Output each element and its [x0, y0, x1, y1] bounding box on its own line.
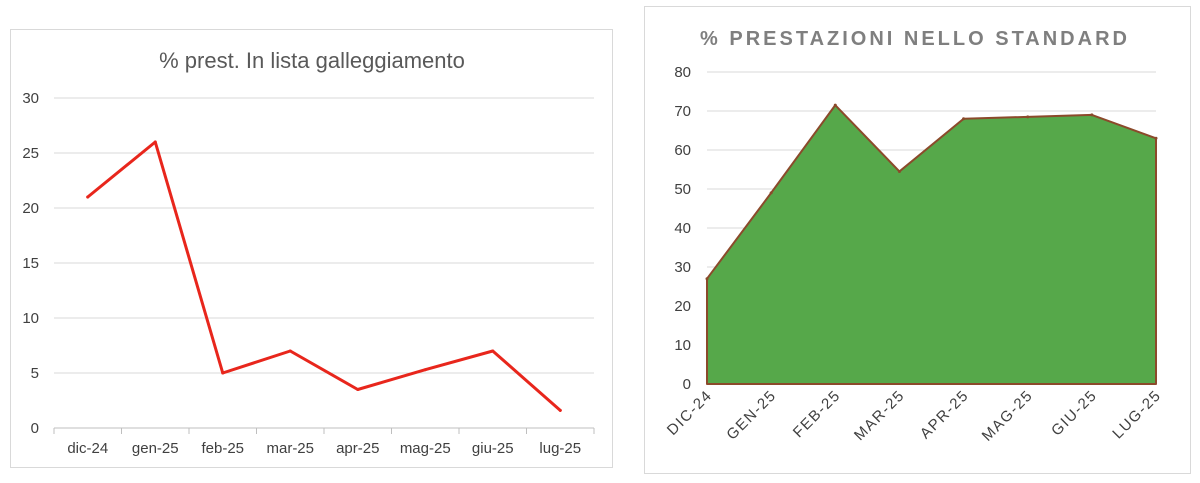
data-point: [288, 349, 292, 353]
y-tick-label: 0: [31, 420, 39, 437]
y-tick-label: 30: [674, 259, 691, 276]
data-point: [153, 140, 157, 144]
data-point: [962, 117, 966, 121]
x-tick-label: DIC-24: [664, 387, 716, 439]
data-point: [356, 388, 360, 391]
x-tick-label: LUG-25: [1109, 387, 1165, 443]
data-point: [86, 195, 90, 199]
data-point: [1090, 113, 1094, 117]
data-point: [221, 371, 225, 375]
y-tick-label: 10: [674, 337, 691, 354]
x-tick-label: feb-25: [201, 440, 244, 457]
y-tick-label: 20: [22, 200, 39, 217]
x-tick-label: gen-25: [132, 440, 179, 457]
y-tick-label: 60: [674, 142, 691, 159]
y-tick-label: 80: [674, 64, 691, 81]
data-point: [1026, 115, 1030, 119]
x-tick-label: giu-25: [472, 440, 514, 457]
y-tick-label: 5: [31, 365, 39, 382]
y-tick-label: 70: [674, 103, 691, 120]
data-point: [491, 349, 495, 353]
x-tick-label: dic-24: [67, 440, 108, 457]
y-tick-label: 25: [22, 145, 39, 162]
chart-title: % PRESTAZIONI NELLO STANDARD: [700, 28, 1130, 50]
chart-panel-right: % PRESTAZIONI NELLO STANDARD 0 10 20 30 40 50…: [644, 6, 1191, 474]
x-tick-label: GEN-25: [723, 387, 780, 444]
data-point: [1154, 136, 1158, 140]
x-tick-label: MAR-25: [851, 387, 908, 444]
data-point: [897, 169, 901, 173]
line-chart: % prest. In lista galleggiamento 0 5 10 15 2…: [22, 48, 595, 457]
x-tick-label: mag-25: [400, 440, 451, 457]
x-tick-label: MAG-25: [979, 387, 1037, 445]
area-chart: % PRESTAZIONI NELLO STANDARD 0 10 20 30 40 50…: [664, 28, 1165, 445]
x-tick-label: mar-25: [266, 440, 314, 457]
x-tick-label: GIU-25: [1048, 387, 1101, 440]
y-tick-label: 50: [674, 181, 691, 198]
y-tick-label: 15: [22, 255, 39, 272]
y-tick-label: 0: [683, 376, 691, 393]
x-tick-label: FEB-25: [790, 387, 844, 441]
data-point: [769, 191, 773, 195]
series-line: [86, 140, 562, 412]
data-point: [423, 368, 427, 372]
y-tick-label: 40: [674, 220, 691, 237]
chart-title: % prest. In lista galleggiamento: [159, 48, 465, 73]
y-tick-label: 30: [22, 90, 39, 107]
chart-panel-left: % prest. In lista galleggiamento 0 5 10 15 2…: [10, 29, 613, 468]
series-area: [706, 104, 1157, 385]
x-tick-label: apr-25: [336, 440, 379, 457]
x-tick-label: APR-25: [917, 387, 973, 443]
y-tick-label: 10: [22, 310, 39, 327]
data-point: [558, 408, 562, 412]
data-point: [705, 277, 709, 281]
y-tick-label: 20: [674, 298, 691, 315]
data-point: [833, 103, 837, 107]
x-tick-label: lug-25: [539, 440, 581, 457]
